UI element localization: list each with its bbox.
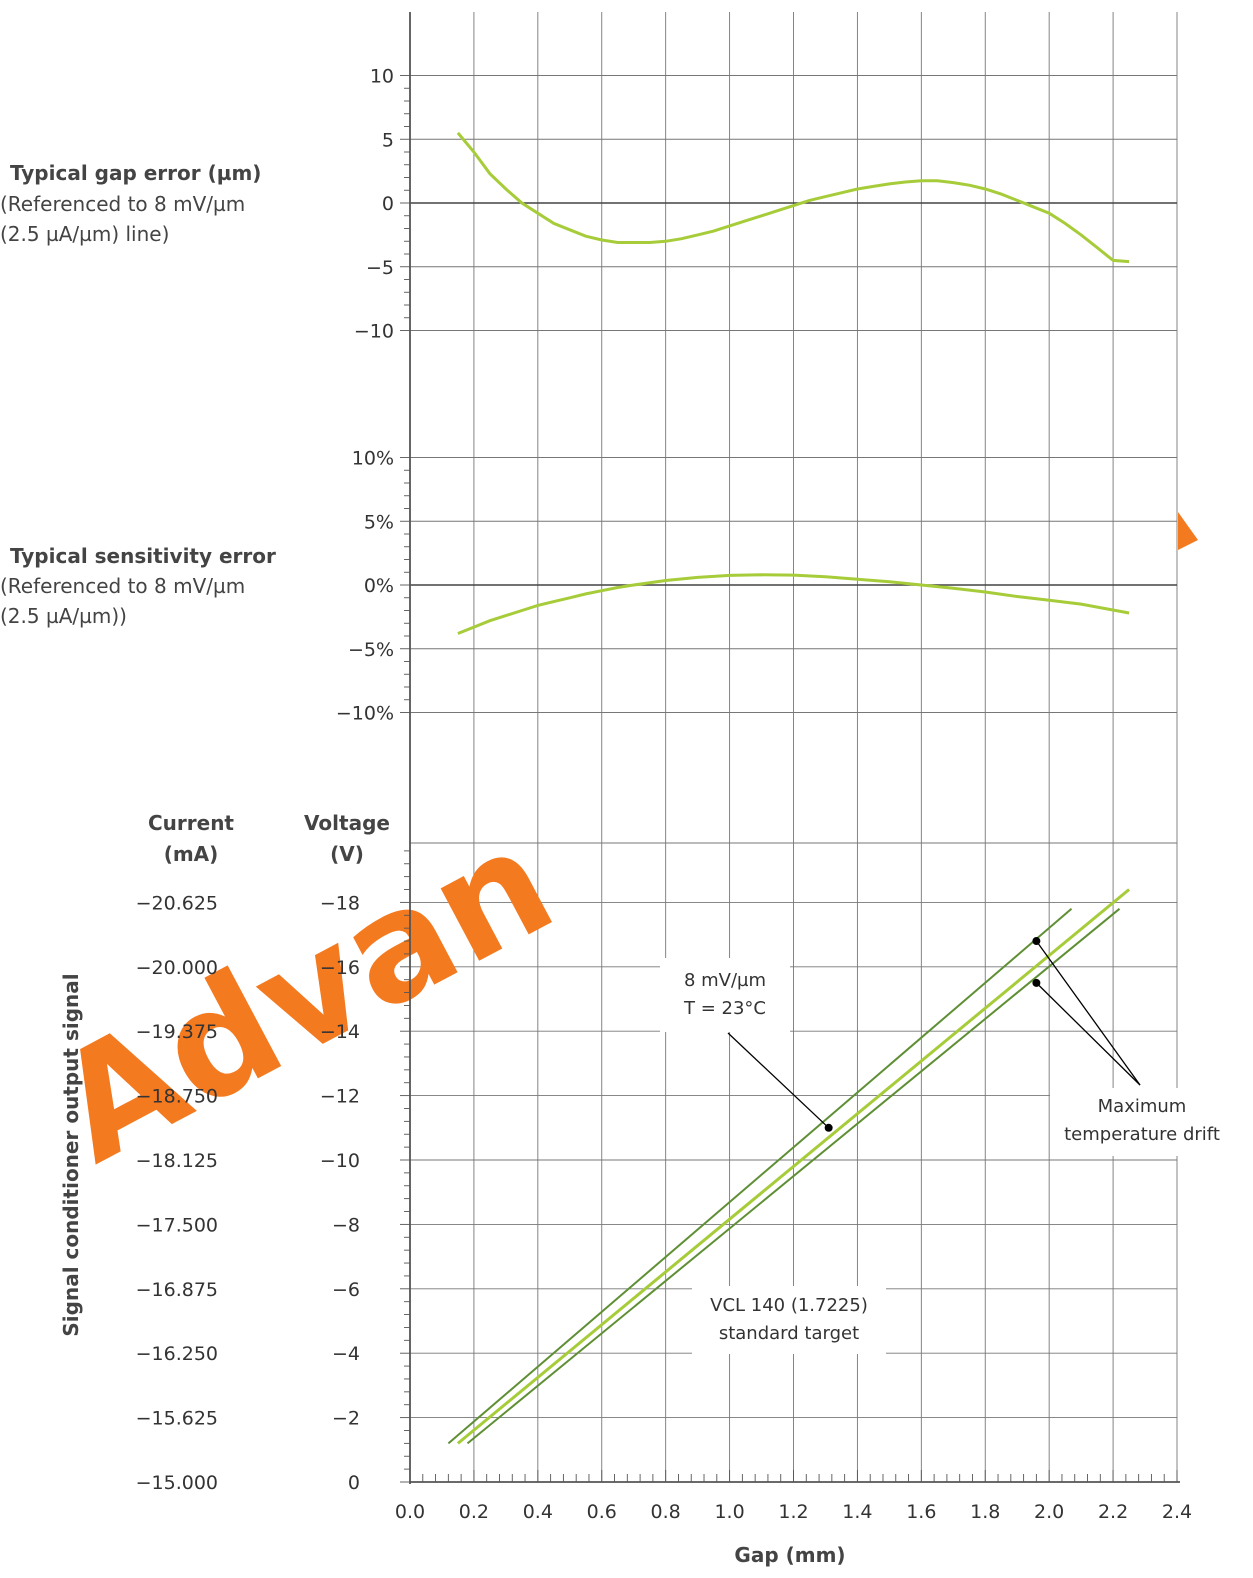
x-tick-label: 0.8 (651, 1501, 681, 1523)
annotation-target-text: VCL 140 (1.7225) (710, 1295, 868, 1316)
x-tick-label: 0.0 (395, 1501, 425, 1523)
sens-y-tick-label: 0% (364, 575, 394, 597)
current-tick-label: −16.250 (136, 1343, 218, 1365)
x-tick-label: 1.6 (906, 1501, 936, 1523)
voltage-tick-label: −12 (320, 1086, 360, 1108)
watermark-fragment (1178, 512, 1198, 550)
annotations: 8 mV/µm T = 23°C Maximum temperature drift V… (660, 937, 1250, 1354)
annotation-target-text: standard target (719, 1323, 859, 1344)
gap-y-tick-label: 10 (370, 66, 394, 88)
voltage-tick-label: −4 (332, 1343, 360, 1365)
sens-y-tick-label: −5% (348, 639, 394, 661)
current-tick-label: −15.000 (136, 1472, 218, 1494)
x-tick-label: 1.4 (842, 1501, 872, 1523)
annotation-leader (1035, 982, 1141, 1086)
voltage-tick-label: −8 (332, 1214, 360, 1236)
x-axis-label: Gap (mm) (734, 1543, 845, 1567)
annotation-leader (727, 1032, 830, 1129)
output-curve (456, 888, 1131, 1445)
gap-error-curve (456, 131, 1130, 264)
voltage-header: Voltage (304, 811, 390, 835)
current-tick-label: −18.750 (136, 1086, 218, 1108)
voltage-tick-label: −2 (332, 1408, 360, 1430)
annotation-dot (1032, 937, 1041, 946)
sens-y-tick-label: 10% (352, 448, 394, 470)
drift-upper-line (447, 908, 1073, 1445)
voltage-tick-label: −14 (320, 1021, 360, 1043)
sens-y-tick-label: 5% (364, 511, 394, 533)
annotation-slope-text: T = 23°C (683, 998, 766, 1019)
voltage-tick-label: −6 (332, 1279, 360, 1301)
x-tick-label: 0.6 (587, 1501, 617, 1523)
voltage-tick-label: −16 (320, 957, 360, 979)
annotation-box (1050, 1088, 1250, 1156)
chart-curves (447, 131, 1131, 1445)
output-axis-label: Signal conditioner output signal (59, 973, 83, 1336)
x-tick-label: 1.2 (778, 1501, 808, 1523)
annotation-box (660, 958, 790, 1032)
sensitivity-error-curve (457, 573, 1130, 635)
voltage-tick-label: 0 (348, 1472, 360, 1494)
current-tick-label: −20.625 (136, 892, 218, 914)
gap-error-title: Typical gap error (µm) (10, 161, 261, 185)
grid-lines (410, 12, 1178, 1482)
annotation-slope-text: 8 mV/µm (684, 970, 766, 991)
x-tick-label: 2.4 (1162, 1501, 1192, 1523)
axes (400, 12, 1180, 1484)
gap-y-tick-label: −10 (354, 321, 394, 343)
current-unit: (mA) (164, 842, 219, 866)
x-tick-label: 0.4 (523, 1501, 553, 1523)
sens-y-tick-label: −10% (336, 703, 394, 725)
drift-lower-line (466, 908, 1121, 1445)
sensitivity-error-subtitle-2: (2.5 µA/µm)) (0, 604, 127, 628)
current-tick-label: −19.375 (136, 1021, 218, 1043)
current-tick-label: −15.625 (136, 1408, 218, 1430)
gap-y-tick-label: 5 (382, 129, 394, 151)
current-header: Current (148, 811, 234, 835)
annotation-dot (824, 1123, 833, 1132)
current-tick-label: −20.000 (136, 957, 218, 979)
sensitivity-error-title: Typical sensitivity error (10, 544, 276, 568)
annotation-drift-text: temperature drift (1064, 1124, 1220, 1145)
voltage-unit: (V) (330, 842, 364, 866)
x-tick-label: 2.2 (1098, 1501, 1128, 1523)
tick-labels: 1050−5−1010%5%0%−5%−10%−18−20.625−16−20.… (136, 66, 1193, 1524)
gap-error-subtitle-1: (Referenced to 8 mV/µm (0, 192, 245, 216)
annotation-dot (1032, 978, 1041, 987)
gap-error-subtitle-2: (2.5 µA/µm) line) (0, 222, 169, 246)
x-tick-label: 1.0 (714, 1501, 744, 1523)
annotation-leader (1035, 940, 1141, 1086)
current-tick-label: −16.875 (136, 1279, 218, 1301)
gap-y-tick-label: −5 (366, 257, 394, 279)
x-tick-label: 2.0 (1034, 1501, 1064, 1523)
watermark-text: Advan (30, 795, 579, 1197)
current-tick-label: −17.500 (136, 1214, 218, 1236)
x-tick-label: 0.2 (459, 1501, 489, 1523)
voltage-tick-label: −10 (320, 1150, 360, 1172)
sensitivity-error-subtitle-1: (Referenced to 8 mV/µm (0, 574, 245, 598)
annotation-box (692, 1286, 886, 1354)
gap-y-tick-label: 0 (382, 193, 394, 215)
current-tick-label: −18.125 (136, 1150, 218, 1172)
x-tick-label: 1.8 (970, 1501, 1000, 1523)
annotation-drift-text: Maximum (1098, 1096, 1187, 1117)
voltage-tick-label: −18 (320, 892, 360, 914)
